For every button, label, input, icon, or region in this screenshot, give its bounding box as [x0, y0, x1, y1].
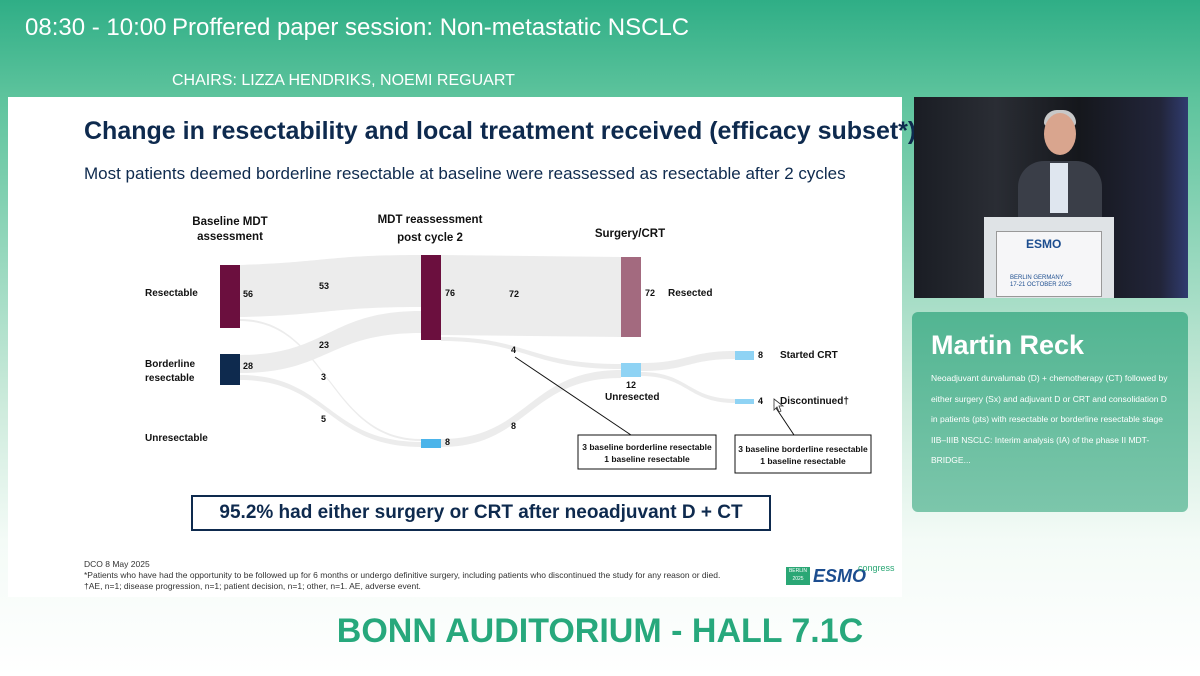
- label-started-crt: Started CRT: [780, 350, 838, 361]
- box2-line-1: 3 baseline borderline resectable: [738, 444, 868, 454]
- flow-unresected-to-started-crt: [641, 351, 735, 371]
- value-discontinued: 4: [758, 396, 763, 406]
- col-header-mdt-1: MDT reassessment: [378, 214, 483, 226]
- footnote-efficacy: *Patients who have had the opportunity t…: [84, 570, 721, 580]
- value-mdt-resectable: 76: [445, 288, 455, 298]
- podium-logo: ESMO: [1026, 237, 1062, 251]
- flow-value-r-to-u: 3: [321, 372, 326, 382]
- hall-location: BONN AUDITORIUM - HALL 7.1C: [336, 612, 864, 650]
- flow-value-to-resected: 72: [509, 289, 519, 299]
- speaker-name: Martin Reck: [931, 330, 1085, 360]
- speaker-shirt: [1050, 163, 1068, 213]
- col-header-baseline-1: Baseline MDT: [192, 216, 267, 228]
- row-label-borderline-1: Borderline: [145, 359, 195, 370]
- speaker-head: [1044, 113, 1076, 155]
- esmo-congress-logo: BERLIN 2025 ESMO congress: [786, 563, 895, 589]
- sankey-flows: [240, 255, 735, 447]
- value-mdt-unresectable: 8: [445, 437, 450, 447]
- flow-unresected-to-discontinued: [641, 372, 735, 403]
- flow-mdt-unresectable-to-unresected: [441, 370, 621, 447]
- flow-value-b-to-r: 23: [319, 340, 329, 350]
- presentation-slide: Change in resectability and local treatm…: [8, 97, 916, 597]
- value-base-borderline: 28: [243, 361, 253, 371]
- connector-line-1: [514, 356, 632, 436]
- logo-city-badge: BERLIN 2025: [786, 567, 810, 585]
- sankey-diagram: Baseline MDT assessment MDT reassessment…: [145, 214, 872, 474]
- slide-title: Change in resectability and local treatm…: [84, 117, 917, 145]
- value-started-crt: 8: [758, 350, 763, 360]
- box1-line-1: 3 baseline borderline resectable: [582, 442, 712, 452]
- node-baseline-borderline: [220, 354, 240, 385]
- label-discontinued: Discontinued†: [780, 396, 849, 407]
- node-mdt-resectable: [421, 255, 441, 340]
- col-header-surgery: Surgery/CRT: [595, 228, 665, 240]
- flow-resectable-to-unresected: [441, 337, 621, 369]
- podium-screen: [996, 231, 1102, 297]
- annotation-box-2: [734, 434, 872, 474]
- footnote-ae: †AE, n=1; disease progression, n=1; pati…: [84, 581, 421, 591]
- node-started-crt: [735, 351, 754, 360]
- flow-value-r-to-unres: 4: [511, 345, 516, 355]
- flow-value-r-to-r: 53: [319, 281, 329, 291]
- session-time: 08:30 - 10:00: [25, 14, 167, 41]
- value-unresected: 12: [626, 380, 636, 390]
- node-baseline-resectable: [220, 265, 240, 328]
- row-label-borderline-2: resectable: [145, 373, 195, 384]
- speaker-card: Martin Reck Neoadjuvant durvalumab (D) +…: [912, 312, 1188, 512]
- flow-borderline-to-mdt-unresectable: [240, 375, 421, 447]
- flow-value-b-to-u: 5: [321, 414, 326, 424]
- session-title: Proffered paper session: Non-metastatic …: [172, 14, 690, 41]
- connector-line-2: [773, 404, 795, 436]
- node-mdt-unresectable: [421, 439, 441, 448]
- row-label-unresectable: Unresectable: [145, 433, 208, 444]
- label-unresected: Unresected: [605, 392, 659, 403]
- flow-borderline-to-resectable: [240, 311, 421, 373]
- logo-wordmark: ESMO: [813, 566, 867, 586]
- col-header-baseline-2: assessment: [197, 231, 263, 243]
- box2-line-2: 1 baseline resectable: [760, 456, 846, 466]
- node-unresected: [621, 363, 641, 377]
- row-label-resectable: Resectable: [145, 288, 198, 299]
- node-resected: [621, 257, 641, 337]
- logo-congress: congress: [858, 563, 895, 573]
- node-discontinued: [735, 399, 754, 404]
- summary-callout: 95.2% had either surgery or CRT after ne…: [191, 495, 771, 531]
- value-resected: 72: [645, 288, 655, 298]
- session-chairs: CHAIRS: LIZZA HENDRIKS, NOEMI REGUART: [172, 72, 515, 89]
- label-resected: Resected: [668, 288, 712, 299]
- flow-resectable-to-resectable: [240, 255, 421, 317]
- flow-to-resected: [441, 255, 621, 337]
- box1-line-2: 1 baseline resectable: [604, 454, 690, 464]
- podium-text: BERLIN GERMANY 17-21 OCTOBER 2025: [1010, 275, 1072, 288]
- slide-subtitle: Most patients deemed borderline resectab…: [84, 164, 846, 183]
- footnote-dco: DCO 8 May 2025: [84, 559, 150, 569]
- speaker-video: ESMO BERLIN GERMANY 17-21 OCTOBER 2025: [914, 97, 1188, 298]
- speaker-talk-description: Neoadjuvant durvalumab (D) + chemotherap…: [931, 373, 1168, 465]
- flow-value-u-to-unres: 8: [511, 421, 516, 431]
- annotation-box-1: [577, 434, 717, 470]
- value-base-resectable: 56: [243, 289, 253, 299]
- col-header-mdt-2: post cycle 2: [397, 232, 463, 244]
- cursor-icon: [773, 398, 785, 413]
